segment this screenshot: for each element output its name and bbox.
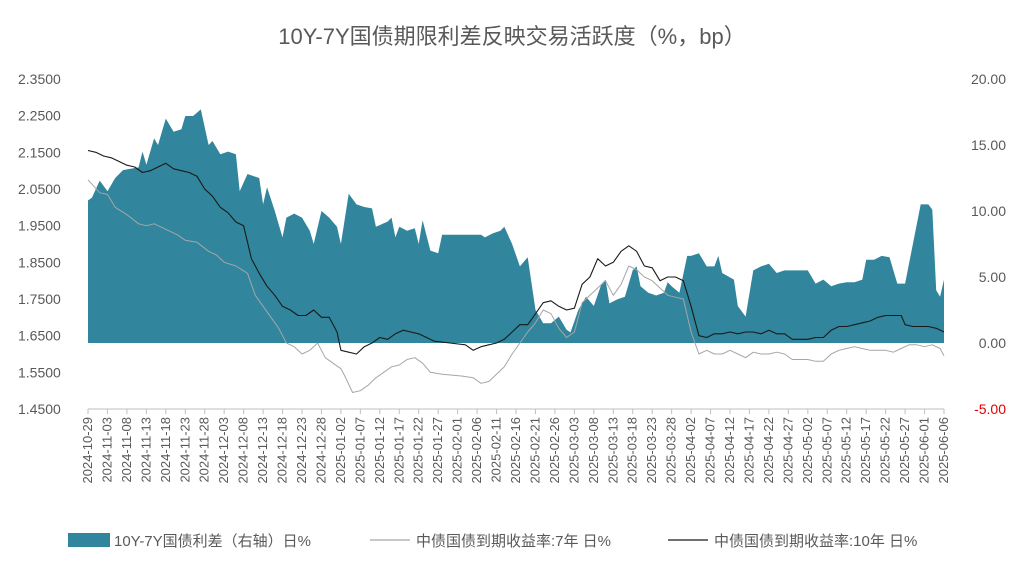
x-tick-label: 2025-05-17 <box>858 417 873 484</box>
x-tick-label: 2024-11-23 <box>177 417 192 483</box>
x-tick-label: 2024-10-29 <box>80 417 95 484</box>
x-tick-label: 2025-04-12 <box>722 417 737 484</box>
x-tick-label: 2025-03-23 <box>644 417 659 484</box>
left-y-tick-label: 1.7500 <box>18 291 61 307</box>
legend-label-10y: 中债国债到期收益率:10年 日% <box>714 533 917 550</box>
x-tick-label: 2025-01-22 <box>411 417 426 484</box>
x-tick-label: 2024-12-03 <box>216 417 231 484</box>
left-y-tick-label: 1.5500 <box>18 364 61 380</box>
x-tick-label: 2025-06-01 <box>917 417 932 484</box>
yield-7y-line <box>87 179 945 393</box>
x-tick-label: 2025-01-27 <box>430 417 445 484</box>
right-y-tick-label: 15.00 <box>971 137 1006 153</box>
right-y-tick-label: 0.00 <box>979 335 1006 351</box>
legend-label-spread: 10Y-7Y国债利差（右轴）日% <box>114 533 311 550</box>
yield-lines-layer <box>87 149 945 393</box>
x-tick-label: 2025-02-01 <box>450 417 465 484</box>
left-y-tick-label: 1.6500 <box>18 328 61 344</box>
x-tick-label: 2024-12-08 <box>236 417 251 484</box>
x-tick-label: 2025-03-28 <box>664 417 679 484</box>
yield-10y-line <box>87 149 945 355</box>
x-tick-label: 2025-05-12 <box>839 417 854 484</box>
x-tick-label: 2024-11-18 <box>158 417 173 483</box>
x-tick-label: 2025-03-18 <box>625 417 640 484</box>
x-tick-label: 2025-03-13 <box>605 417 620 484</box>
left-y-tick-label: 2.2500 <box>18 108 61 124</box>
x-tick-label: 2025-01-02 <box>333 417 348 484</box>
x-tick-label: 2025-01-17 <box>391 417 406 484</box>
x-tick-label: 2025-04-07 <box>703 417 718 484</box>
x-tick-label: 2025-03-03 <box>566 417 581 484</box>
x-tick-label: 2025-02-16 <box>508 417 523 484</box>
spread-area <box>88 109 944 344</box>
x-tick-label: 2025-02-21 <box>527 417 542 484</box>
x-tick-label: 2024-12-18 <box>275 417 290 484</box>
x-tick-label: 2025-05-02 <box>800 417 815 484</box>
left-y-tick-label: 2.0500 <box>18 181 61 197</box>
left-y-tick-label: 2.3500 <box>18 71 61 87</box>
x-tick-label: 2025-04-22 <box>761 417 776 484</box>
x-tick-label: 2025-04-27 <box>780 417 795 484</box>
right-y-tick-label: 5.00 <box>979 269 1006 285</box>
chart-title: 10Y-7Y国债期限利差反映交易活跃度（%，bp） <box>278 24 745 49</box>
x-tick-label: 2025-02-26 <box>547 417 562 484</box>
x-tick-label: 2024-12-13 <box>255 417 270 484</box>
legend-label-7y: 中债国债到期收益率:7年 日% <box>416 533 611 550</box>
x-tick-label: 2024-12-23 <box>294 417 309 484</box>
left-y-tick-label: 1.4500 <box>18 401 61 417</box>
x-tick-label: 2025-04-17 <box>741 417 756 484</box>
x-tick-label: 2024-11-08 <box>119 417 134 483</box>
x-tick-label: 2025-02-11 <box>489 417 504 483</box>
right-y-tick-label: 10.00 <box>971 203 1006 219</box>
left-y-tick-label: 2.1500 <box>18 144 61 160</box>
x-tick-label: 2025-01-12 <box>372 417 387 484</box>
legend-swatch-spread <box>68 533 110 547</box>
x-tick-label: 2024-11-28 <box>197 417 212 483</box>
x-tick-label: 2025-06-06 <box>936 417 951 484</box>
x-tick-label: 2024-12-28 <box>313 417 328 484</box>
x-tick-label: 2025-01-07 <box>352 417 367 484</box>
x-tick-label: 2025-03-08 <box>586 417 601 484</box>
x-tick-label: 2025-05-27 <box>897 417 912 484</box>
right-y-tick-label: -5.00 <box>974 401 1006 417</box>
x-tick-label: 2024-11-13 <box>138 417 153 483</box>
x-tick-label: 2024-11-03 <box>99 417 114 483</box>
x-tick-label: 2025-02-06 <box>469 417 484 484</box>
right-y-tick-label: 20.00 <box>971 71 1006 87</box>
x-tick-label: 2025-05-07 <box>819 417 834 484</box>
spread-area-layer <box>88 109 944 344</box>
x-tick-label: 2025-05-22 <box>878 417 893 484</box>
left-y-tick-label: 1.8500 <box>18 254 61 270</box>
x-tick-label: 2025-04-02 <box>683 417 698 484</box>
legend: 10Y-7Y国债利差（右轴）日% 中债国债到期收益率:7年 日% 中债国债到期收益率… <box>68 533 917 550</box>
left-y-tick-label: 1.9500 <box>18 218 61 234</box>
axes-layer: 2.3500 2.2500 2.1500 2.0500 1.9500 1.8500 1.75… <box>18 71 1006 484</box>
